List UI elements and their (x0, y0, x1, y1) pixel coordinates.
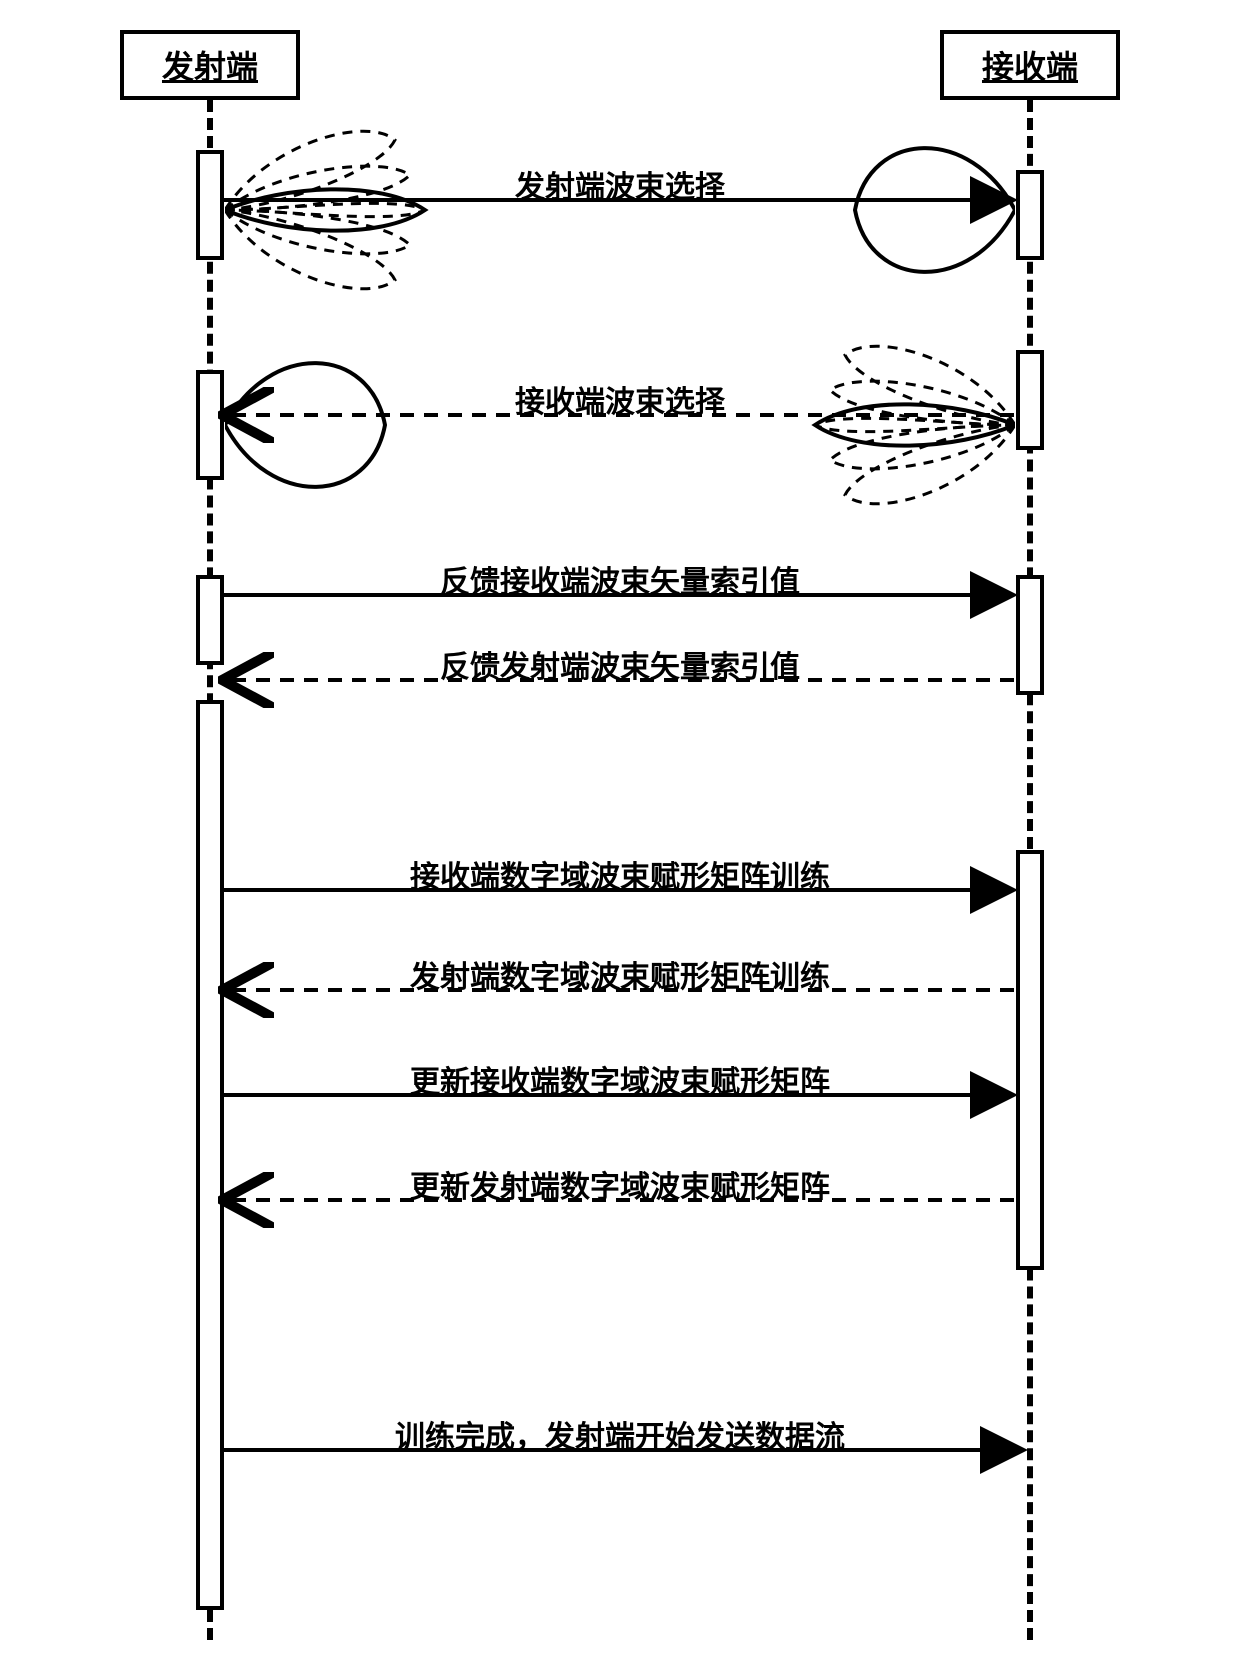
participant-tx-label: 发射端 (162, 42, 258, 88)
activation-tx-1 (196, 150, 224, 260)
msg-label-2: 接收端波束选择 (420, 377, 820, 421)
beam-rx-multi (795, 330, 1015, 520)
participant-rx: 接收端 (940, 30, 1120, 100)
sequence-diagram: 发射端 接收端 (20, 20, 1220, 1650)
activation-tx-4 (196, 700, 224, 1610)
beam-tx-multi (225, 115, 445, 305)
activation-tx-2 (196, 370, 224, 480)
activation-rx-1 (1016, 170, 1044, 260)
msg-label-1: 发射端波束选择 (420, 162, 820, 206)
participant-tx: 发射端 (120, 30, 300, 100)
msg-label-8: 更新发射端数字域波束赋形矩阵 (270, 1162, 970, 1206)
msg-label-3: 反馈接收端波束矢量索引值 (320, 557, 920, 601)
activation-rx-3 (1016, 575, 1044, 695)
msg-label-9: 训练完成，发射端开始发送数据流 (245, 1412, 995, 1456)
beam-tx-single-2 (225, 335, 390, 510)
msg-label-4: 反馈发射端波束矢量索引值 (320, 642, 920, 686)
msg-label-6: 发射端数字域波束赋形矩阵训练 (270, 952, 970, 996)
activation-tx-3 (196, 575, 224, 665)
beam-rx-single-1 (850, 120, 1015, 295)
msg-label-7: 更新接收端数字域波束赋形矩阵 (270, 1057, 970, 1101)
msg-label-5: 接收端数字域波束赋形矩阵训练 (270, 852, 970, 896)
activation-rx-4 (1016, 850, 1044, 1270)
activation-rx-2 (1016, 350, 1044, 450)
participant-rx-label: 接收端 (982, 42, 1078, 88)
